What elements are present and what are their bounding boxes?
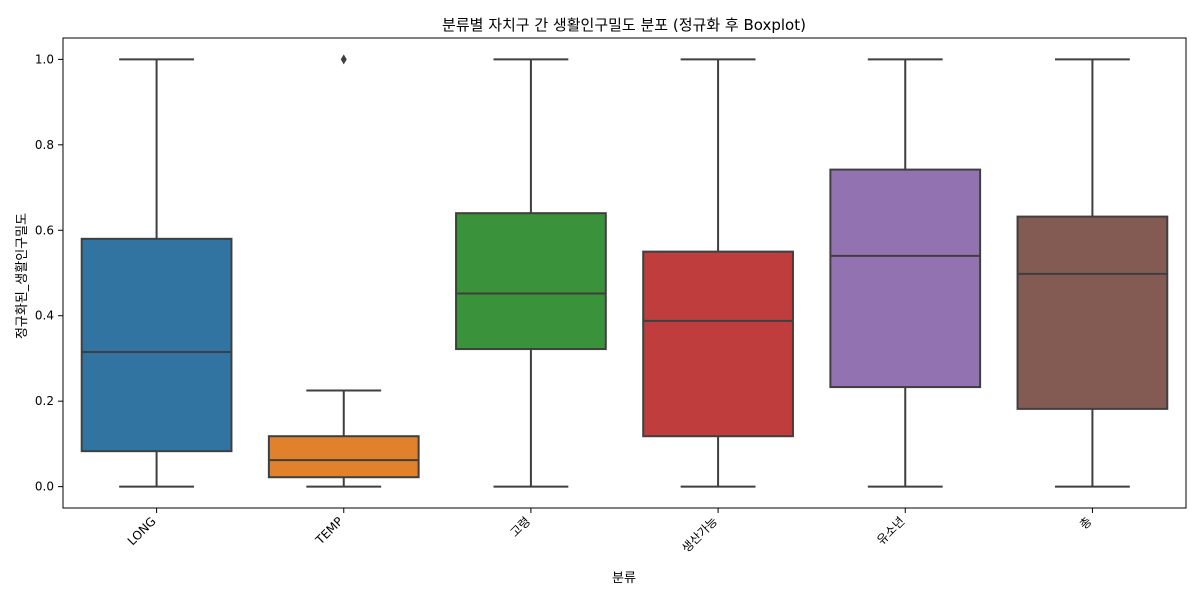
iqr-box	[829, 168, 982, 389]
box-group	[80, 58, 233, 488]
x-tick-label: 유소년	[874, 514, 907, 547]
x-axis: LONG TEMP 고령 생산가능 유소년 총	[125, 508, 1095, 555]
iqr-box	[80, 237, 233, 453]
chart-title: 분류별 자치구 간 생활인구밀도 분포 (정규화 후 Boxplot)	[442, 16, 806, 34]
y-tick-label: 0.8	[35, 138, 54, 152]
iqr-box	[455, 212, 607, 351]
plot-frame	[62, 37, 1187, 509]
box-group	[1016, 58, 1169, 488]
box-group	[829, 58, 982, 488]
y-tick-label: 0.6	[35, 223, 54, 237]
iqr-box	[267, 435, 420, 479]
x-tick-label: TEMP	[312, 514, 346, 548]
y-axis: 0.0 0.2 0.4 0.6 0.8 1.0	[35, 52, 63, 494]
box-group	[267, 54, 420, 488]
x-tick-label: LONG	[125, 514, 159, 548]
iqr-box	[1016, 215, 1169, 410]
y-tick-label: 0.0	[35, 480, 54, 494]
plot-area	[62, 37, 1187, 509]
y-axis-label: 정규화된_생활인구밀도	[15, 213, 30, 339]
outlier-point	[340, 54, 347, 65]
y-tick-label: 0.2	[35, 394, 54, 408]
x-axis-label: 분류	[612, 571, 636, 586]
box-group	[455, 58, 607, 488]
x-tick-label: 총	[1077, 514, 1095, 532]
x-tick-label: 생산가능	[679, 514, 720, 555]
y-tick-label: 1.0	[35, 52, 54, 66]
x-tick-label: 고령	[508, 514, 534, 540]
iqr-box	[642, 250, 794, 438]
box-group	[642, 58, 794, 488]
y-tick-label: 0.4	[35, 309, 54, 323]
